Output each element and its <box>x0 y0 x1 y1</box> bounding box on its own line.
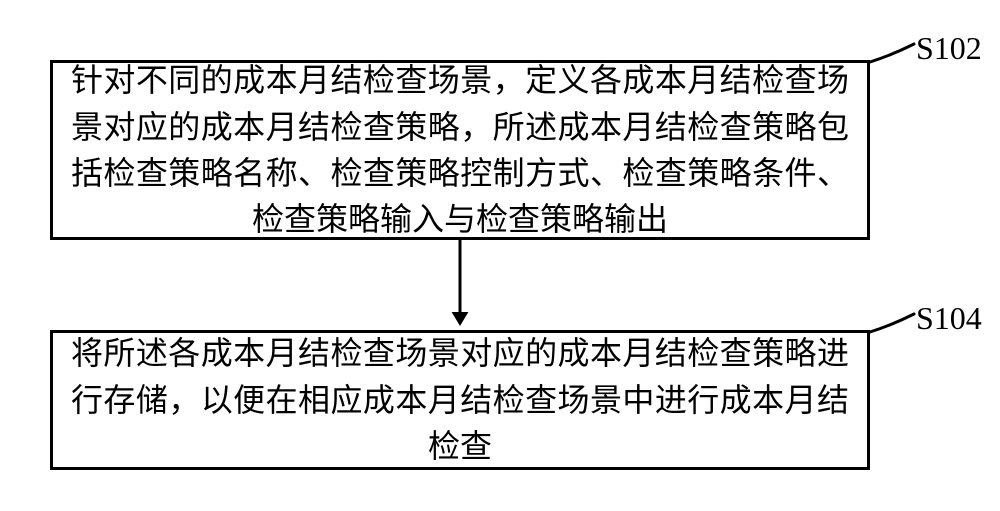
flow-arrow-0 <box>446 240 474 340</box>
flow-node-text: 针对不同的成本月结检查场景，定义各成本月结检查场景对应的成本月结检查策略，所述成… <box>71 57 849 243</box>
flow-node-label-n2: S104 <box>916 300 982 337</box>
flow-node-text: 将所述各成本月结检查场景对应的成本月结检查策略进行存储，以便在相应成本月结检查场… <box>71 330 849 469</box>
flow-node-label-n1: S102 <box>916 30 982 67</box>
flow-node-n1: 针对不同的成本月结检查场景，定义各成本月结检查场景对应的成本月结检查策略，所述成… <box>50 60 870 240</box>
callout-curl-1 <box>866 310 918 336</box>
flow-node-n2: 将所述各成本月结检查场景对应的成本月结检查策略进行存储，以便在相应成本月结检查场… <box>50 330 870 470</box>
callout-curl-0 <box>866 40 918 66</box>
flowchart-canvas: 针对不同的成本月结检查场景，定义各成本月结检查场景对应的成本月结检查策略，所述成… <box>0 0 1000 511</box>
